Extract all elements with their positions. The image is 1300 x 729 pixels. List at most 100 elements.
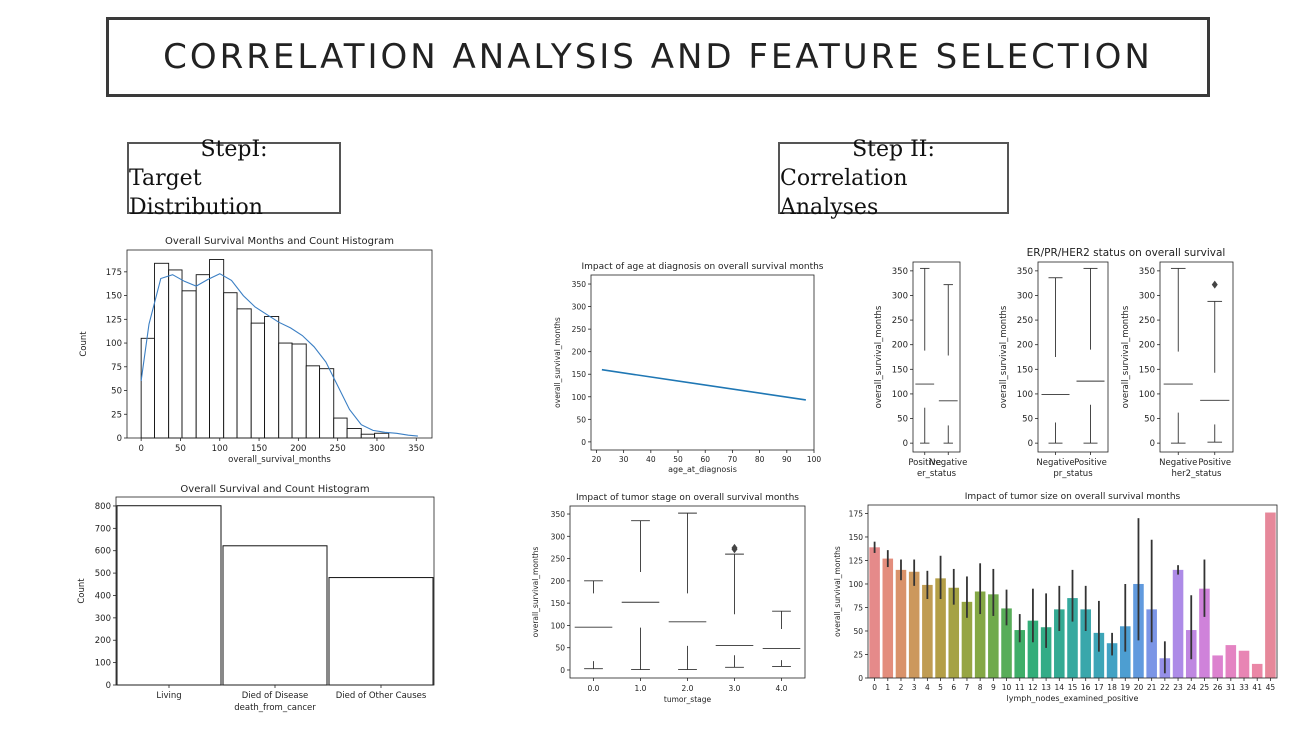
her2-status-box-plot: Negative Positive 0 50 100 150 200 250 300 350 her… bbox=[1121, 261, 1234, 479]
x-tick-label: 23 bbox=[1173, 683, 1183, 692]
y-tick-label: 200 bbox=[892, 341, 908, 351]
y-tick-label: 350 bbox=[892, 267, 908, 277]
y-tick-label: 350 bbox=[1017, 267, 1033, 277]
y-axis-label: overall_survival_months bbox=[833, 546, 842, 637]
value-bar bbox=[1067, 598, 1078, 678]
y-tick-label: 350 bbox=[572, 280, 587, 289]
y-tick-label: 250 bbox=[1139, 316, 1155, 326]
y-tick-label: 250 bbox=[1017, 316, 1033, 326]
y-axis-label: overall_survival_months bbox=[1121, 305, 1131, 408]
step1-line1: StepI: bbox=[200, 136, 268, 162]
x-tick-label: 11 bbox=[1015, 683, 1025, 692]
y-tick-label: 100 bbox=[1139, 390, 1155, 400]
x-tick-label: 1.0 bbox=[635, 684, 647, 693]
y-tick-label: 150 bbox=[849, 533, 864, 542]
y-tick-label: 175 bbox=[106, 268, 122, 278]
lymph-nodes-bar-chart: Impact of tumor size on overall survival… bbox=[833, 492, 1278, 703]
y-tick-label: 0 bbox=[1150, 439, 1155, 449]
value-bar bbox=[1251, 663, 1263, 678]
x-tick-label: 3 bbox=[912, 683, 917, 692]
chart-title: Impact of tumor size on overall survival… bbox=[965, 492, 1181, 502]
y-tick-label: 700 bbox=[95, 524, 111, 534]
kde-curve bbox=[140, 273, 418, 437]
y-axis-label: Count bbox=[77, 578, 87, 604]
x-tick-label: 18 bbox=[1107, 683, 1117, 692]
value-bar bbox=[948, 587, 960, 678]
y-tick-label: 75 bbox=[111, 363, 122, 373]
y-tick-label: 50 bbox=[853, 627, 863, 636]
value-bar bbox=[882, 558, 894, 678]
value-bar bbox=[922, 584, 933, 678]
y-tick-label: 350 bbox=[551, 510, 566, 519]
value-bar bbox=[1212, 655, 1223, 678]
x-tick-label: Living bbox=[156, 691, 181, 701]
regression-line bbox=[601, 368, 806, 401]
y-tick-label: 600 bbox=[95, 547, 111, 557]
y-tick-label: 200 bbox=[551, 577, 566, 586]
x-tick-label: 90 bbox=[782, 455, 792, 464]
chart-title: Overall Survival and Count Histogram bbox=[180, 484, 369, 495]
y-tick-label: 400 bbox=[95, 591, 111, 601]
x-axis-label: age_at_diagnosis bbox=[668, 465, 737, 474]
y-tick-label: 50 bbox=[1022, 415, 1033, 425]
y-tick-label: 0 bbox=[858, 674, 863, 683]
y-tick-label: 100 bbox=[572, 393, 587, 402]
value-bar bbox=[908, 571, 920, 678]
y-tick-label: 0 bbox=[581, 438, 586, 447]
histogram-bar bbox=[374, 432, 390, 439]
step2-line2: Correlation Analyses bbox=[780, 165, 908, 220]
x-tick-label: 7 bbox=[965, 683, 970, 692]
value-bar bbox=[1238, 650, 1250, 678]
x-tick-label: 5 bbox=[938, 683, 943, 692]
y-tick-label: 75 bbox=[853, 603, 863, 612]
x-tick-label: 3.0 bbox=[729, 684, 741, 693]
histogram-bar bbox=[278, 342, 293, 439]
x-tick-label: 150 bbox=[251, 444, 267, 454]
x-tick-label: Negative bbox=[1159, 458, 1197, 468]
value-bar bbox=[1040, 627, 1052, 678]
histogram-bar bbox=[346, 428, 362, 439]
x-tick-label: 12 bbox=[1028, 683, 1038, 692]
survival-months-histogram: Overall Survival Months and Count Histog… bbox=[79, 236, 433, 465]
x-axis-label: overall_survival_months bbox=[228, 455, 331, 465]
count-bar bbox=[222, 545, 328, 686]
x-tick-label: 80 bbox=[755, 455, 765, 464]
y-axis-label: overall_survival_months bbox=[999, 305, 1009, 408]
y-axis-label: Count bbox=[79, 331, 89, 357]
x-tick-label: 0 bbox=[872, 683, 877, 692]
x-tick-label: 20 bbox=[1134, 683, 1144, 692]
x-tick-label: 9 bbox=[991, 683, 996, 692]
x-tick-label: 4.0 bbox=[776, 684, 788, 693]
er-pr-her2-title: ER/PR/HER2 status on overall survival bbox=[1027, 247, 1226, 259]
y-tick-label: 0 bbox=[1028, 439, 1033, 449]
x-tick-label: 350 bbox=[408, 444, 424, 454]
slide-title-box: CORRELATION ANALYSIS AND FEATURE SELECTI… bbox=[106, 17, 1210, 97]
chart-title: Impact of tumor stage on overall surviva… bbox=[576, 493, 799, 503]
x-tick-label: 2 bbox=[899, 683, 904, 692]
y-tick-label: 100 bbox=[95, 659, 111, 669]
value-bar bbox=[1093, 632, 1105, 678]
x-tick-label: 0.0 bbox=[588, 684, 600, 693]
count-bar bbox=[328, 577, 434, 686]
y-tick-label: 300 bbox=[572, 303, 587, 312]
er-pr-her2-group-title: ER/PR/HER2 status on overall survival bbox=[1027, 247, 1226, 259]
x-tick-label: 4 bbox=[925, 683, 930, 692]
value-bar bbox=[1027, 620, 1039, 678]
y-tick-label: 50 bbox=[576, 415, 586, 424]
y-tick-label: 300 bbox=[1139, 291, 1155, 301]
x-axis-label: pr_status bbox=[1053, 469, 1093, 479]
slide-title: CORRELATION ANALYSIS AND FEATURE SELECTI… bbox=[163, 37, 1153, 77]
plot-frame bbox=[1037, 261, 1109, 453]
value-bar bbox=[961, 601, 973, 678]
x-tick-label: 15 bbox=[1068, 683, 1078, 692]
step1-line2: Target Distribution bbox=[129, 165, 263, 220]
y-tick-label: 300 bbox=[892, 291, 908, 301]
y-tick-label: 200 bbox=[95, 636, 111, 646]
value-bar bbox=[895, 569, 907, 678]
x-tick-label: 200 bbox=[290, 444, 306, 454]
y-tick-label: 250 bbox=[551, 555, 566, 564]
y-tick-label: 200 bbox=[1017, 341, 1033, 351]
outlier-point bbox=[1211, 280, 1218, 289]
x-tick-label: 17 bbox=[1094, 683, 1104, 692]
x-tick-label: Died of Disease bbox=[242, 691, 309, 701]
